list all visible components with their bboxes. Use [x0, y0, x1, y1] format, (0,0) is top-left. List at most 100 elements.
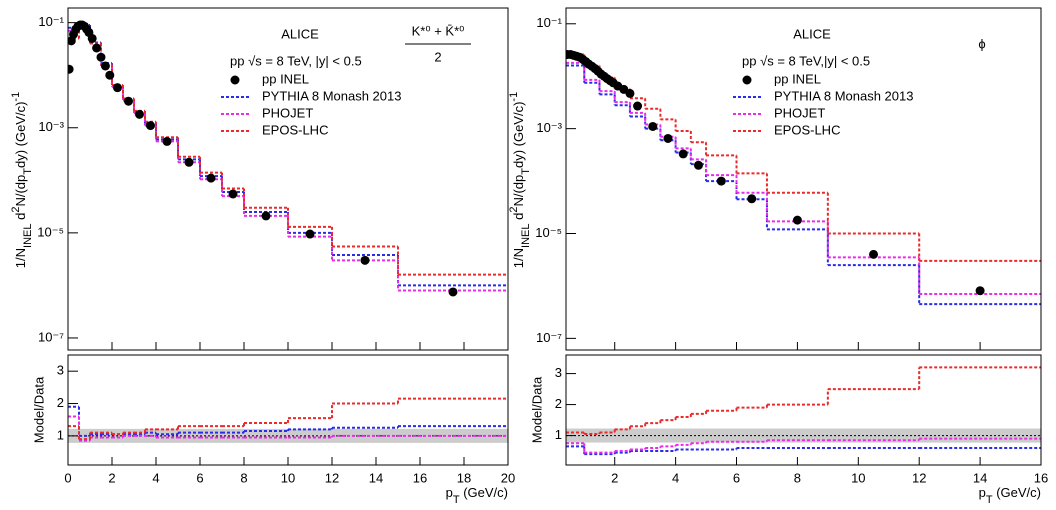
x-tick-label: 12 — [912, 470, 926, 485]
x-axis-label-part: p — [446, 485, 453, 500]
y-axis-label-part: N/(d — [511, 182, 526, 207]
y-axis-label-part: c — [511, 105, 526, 112]
x-tick-label: 6 — [196, 470, 203, 485]
plot-frame — [565, 7, 1042, 351]
y-tick-label: 10⁻³ — [38, 119, 64, 134]
y-axis-label-part: N/(d — [13, 182, 28, 207]
data-point — [648, 121, 658, 131]
legend-label: PHOJET — [774, 105, 825, 120]
y-axis-label-part: dy) (GeV/ — [511, 112, 526, 168]
legend-marker — [230, 75, 240, 85]
data-point — [184, 157, 194, 167]
x-axis-label-part: ) — [504, 485, 508, 500]
x-axis-label: pT (GeV/c) — [446, 485, 508, 505]
x-tick-label: 4 — [672, 470, 679, 485]
y-axis-label-part: ) — [13, 102, 28, 106]
x-axis-label-part: (GeV/ — [460, 485, 498, 500]
y-axis-label-part: d — [511, 213, 526, 224]
particle-label: ϕ — [978, 36, 985, 51]
y-axis-label-part: 2 — [508, 207, 520, 213]
data-point — [360, 255, 370, 265]
y-axis-label: 1/NINEL d2N/(dpTdy) (GeV/c)-1 — [508, 92, 532, 268]
x-tick-label: 16 — [413, 470, 427, 485]
y-axis-label-part: INEL — [22, 224, 34, 248]
x-tick-label: 14 — [369, 470, 383, 485]
particle-label: K*⁰ + K̄*⁰ — [412, 23, 465, 38]
legend-label: PYTHIA 8 Monash 2013 — [774, 88, 913, 103]
plot-frame — [67, 7, 509, 351]
y-tick-label: 1 — [57, 427, 64, 442]
data-point — [663, 133, 673, 143]
y-axis-label-part: p — [13, 175, 28, 182]
y-axis-label-part: 2 — [10, 207, 22, 213]
y-tick-label: 10⁻⁷ — [536, 330, 562, 345]
legend-label: EPOS-LHC — [262, 122, 328, 137]
data-point — [693, 160, 703, 170]
y-tick-label: 10⁻¹ — [536, 15, 562, 30]
plot-area — [566, 49, 1041, 306]
x-tick-label: 0 — [64, 470, 71, 485]
x-axis-label-part: (GeV/ — [993, 485, 1031, 500]
x-tick-label: 10 — [281, 470, 295, 485]
plot-area — [68, 20, 508, 297]
y-axis-label: Model/Data — [31, 376, 46, 443]
experiment-label: ALICE — [793, 26, 831, 41]
data-point — [96, 52, 106, 62]
y-tick-label: 1 — [555, 427, 562, 442]
data-point — [975, 286, 985, 296]
x-tick-label: 12 — [325, 470, 339, 485]
data-point — [716, 176, 726, 186]
legend-label: PHOJET — [262, 105, 313, 120]
y-axis-label-part: d — [13, 213, 28, 224]
data-point — [68, 64, 74, 74]
y-tick-label: 2 — [555, 396, 562, 411]
x-tick-label: 2 — [611, 470, 618, 485]
legend-marker — [742, 75, 752, 85]
plot-area — [68, 397, 508, 443]
y-axis-label-part: N — [13, 248, 28, 257]
data-point — [633, 101, 643, 111]
y-axis-label: Model/Data — [529, 376, 544, 443]
y-axis-label-part: p — [511, 175, 526, 182]
x-tick-label: 16 — [1034, 470, 1048, 485]
y-axis-label-part: -1 — [10, 92, 22, 102]
x-tick-label: 14 — [973, 470, 987, 485]
x-axis-label-part: c — [1030, 485, 1037, 500]
x-axis-label-part: p — [979, 485, 986, 500]
data-point — [162, 136, 172, 146]
y-axis-label-part: dy) (GeV/ — [13, 112, 28, 168]
y-axis-label-part: 1/ — [511, 257, 526, 268]
data-point — [792, 215, 802, 225]
y-axis-label-part: c — [13, 105, 28, 112]
data-point — [135, 109, 144, 119]
data-point — [678, 149, 688, 159]
y-tick-label: 3 — [57, 363, 64, 378]
plot-area — [566, 366, 1041, 456]
data-point — [113, 83, 122, 93]
x-tick-label: 18 — [457, 470, 471, 485]
data-point — [100, 61, 110, 71]
x-tick-label: 8 — [794, 470, 801, 485]
x-tick-label: 8 — [240, 470, 247, 485]
x-tick-label: 10 — [851, 470, 865, 485]
data-point — [261, 211, 271, 221]
y-tick-label: 2 — [57, 395, 64, 410]
x-axis-label-part: T — [986, 494, 993, 506]
data-point — [92, 43, 102, 53]
data-point — [228, 189, 238, 199]
data-point — [625, 88, 635, 98]
plot-frame — [565, 354, 1042, 466]
data-point — [105, 70, 115, 80]
data-point — [869, 249, 879, 259]
x-axis-label: pT (GeV/c) — [979, 485, 1041, 505]
plot-frame — [67, 354, 509, 466]
x-tick-label: 20 — [501, 470, 515, 485]
x-tick-label: 2 — [108, 470, 115, 485]
y-tick-label: 10⁻³ — [536, 120, 562, 135]
y-tick-label: 10⁻⁵ — [37, 224, 64, 239]
data-point — [747, 194, 757, 204]
legend-label: PYTHIA 8 Monash 2013 — [262, 88, 401, 103]
subtitle: pp √s = 8 TeV, |y| < 0.5 — [230, 53, 362, 68]
data-point — [124, 96, 133, 106]
